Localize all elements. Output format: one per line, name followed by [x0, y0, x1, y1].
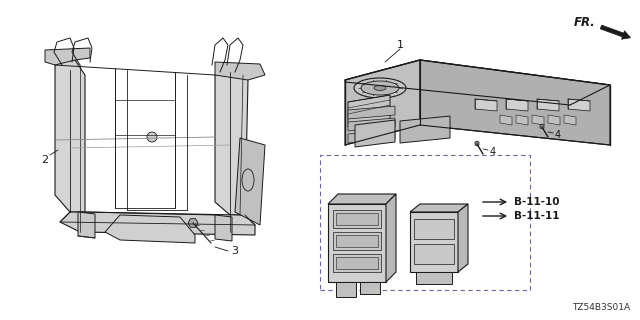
Polygon shape [345, 60, 610, 105]
Polygon shape [537, 99, 559, 111]
Bar [336, 235, 378, 247]
Text: B-11-11: B-11-11 [514, 211, 559, 221]
Polygon shape [564, 115, 576, 125]
Polygon shape [188, 219, 198, 227]
Polygon shape [516, 115, 528, 125]
Polygon shape [540, 124, 544, 129]
Polygon shape [45, 48, 90, 65]
Bar [333, 210, 381, 228]
Polygon shape [548, 115, 560, 125]
Polygon shape [328, 204, 386, 282]
Polygon shape [60, 212, 255, 235]
FancyArrow shape [600, 25, 630, 39]
Text: TZ54B3S01A: TZ54B3S01A [572, 303, 630, 312]
Polygon shape [348, 95, 390, 127]
Polygon shape [105, 215, 195, 243]
Polygon shape [410, 212, 458, 272]
Bar [336, 257, 378, 269]
Polygon shape [416, 272, 452, 284]
Polygon shape [215, 62, 265, 80]
Polygon shape [506, 99, 528, 111]
Polygon shape [500, 115, 512, 125]
Polygon shape [215, 215, 232, 241]
Ellipse shape [374, 85, 386, 91]
Polygon shape [336, 282, 356, 297]
Text: 2: 2 [42, 155, 49, 165]
Polygon shape [532, 115, 544, 125]
Polygon shape [475, 141, 479, 146]
Circle shape [147, 132, 157, 142]
Polygon shape [55, 60, 85, 212]
Polygon shape [355, 120, 395, 147]
Bar [414, 244, 454, 264]
Polygon shape [235, 138, 265, 225]
Polygon shape [345, 60, 420, 145]
Text: 3: 3 [231, 246, 238, 256]
Polygon shape [78, 212, 95, 238]
Bar [414, 219, 454, 239]
Bar [333, 254, 381, 272]
Polygon shape [475, 99, 497, 111]
Polygon shape [328, 194, 396, 204]
Polygon shape [348, 130, 395, 143]
Bar [333, 232, 381, 250]
Polygon shape [568, 99, 590, 111]
Polygon shape [348, 106, 395, 119]
Polygon shape [410, 204, 468, 212]
Ellipse shape [354, 78, 406, 98]
Polygon shape [400, 116, 450, 143]
Bar [336, 213, 378, 225]
Bar [320, 155, 530, 290]
Text: 1: 1 [397, 40, 403, 50]
Ellipse shape [361, 81, 399, 95]
Text: B-11-10: B-11-10 [514, 197, 559, 207]
Polygon shape [458, 204, 468, 272]
Text: 4: 4 [490, 147, 496, 157]
Polygon shape [360, 282, 380, 294]
Text: 4: 4 [555, 130, 561, 140]
Text: FR.: FR. [573, 15, 595, 28]
Polygon shape [215, 65, 248, 215]
Polygon shape [386, 194, 396, 282]
Polygon shape [420, 60, 610, 145]
Polygon shape [348, 118, 395, 131]
